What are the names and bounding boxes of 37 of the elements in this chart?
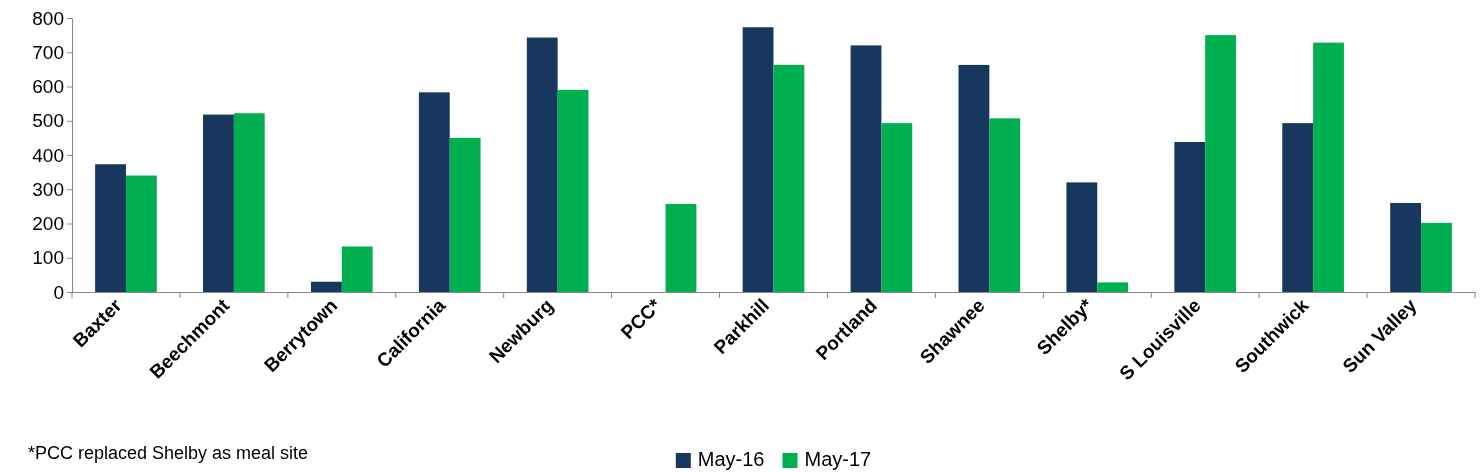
bar	[526, 37, 558, 292]
y-tick-label: 200	[32, 213, 64, 235]
bar	[203, 114, 234, 292]
bar	[418, 92, 450, 292]
bar	[233, 113, 265, 292]
bar	[310, 281, 342, 292]
bar	[341, 246, 373, 292]
y-tick-label: 700	[32, 41, 64, 63]
bar	[125, 175, 157, 292]
y-tick-label: 400	[32, 144, 64, 166]
legend-label: May-17	[804, 448, 872, 470]
bar	[742, 27, 774, 292]
legend-label: May-16	[697, 448, 765, 470]
y-tick-label: 500	[32, 110, 64, 132]
bar	[449, 137, 481, 292]
y-tick-label: 600	[32, 76, 64, 98]
bar	[850, 45, 882, 292]
bar	[989, 118, 1021, 292]
bar	[773, 64, 805, 292]
bar	[95, 164, 126, 292]
y-tick-label: 100	[32, 247, 64, 269]
bar	[1097, 282, 1129, 292]
text: *PCC replaced Shelby as meal site	[28, 443, 309, 463]
bar	[1421, 222, 1452, 292]
y-tick-label: 800	[32, 7, 64, 29]
y-tick-label: 300	[32, 178, 64, 200]
bar	[1313, 42, 1344, 292]
bar	[881, 123, 913, 292]
bar	[958, 64, 990, 292]
bar	[665, 203, 697, 292]
y-tick-label: 0	[53, 281, 64, 303]
bar	[1390, 202, 1422, 292]
bar	[1205, 35, 1237, 292]
bar	[1282, 123, 1314, 292]
bar	[557, 89, 589, 292]
bar	[1174, 141, 1206, 292]
bar	[1066, 182, 1098, 292]
